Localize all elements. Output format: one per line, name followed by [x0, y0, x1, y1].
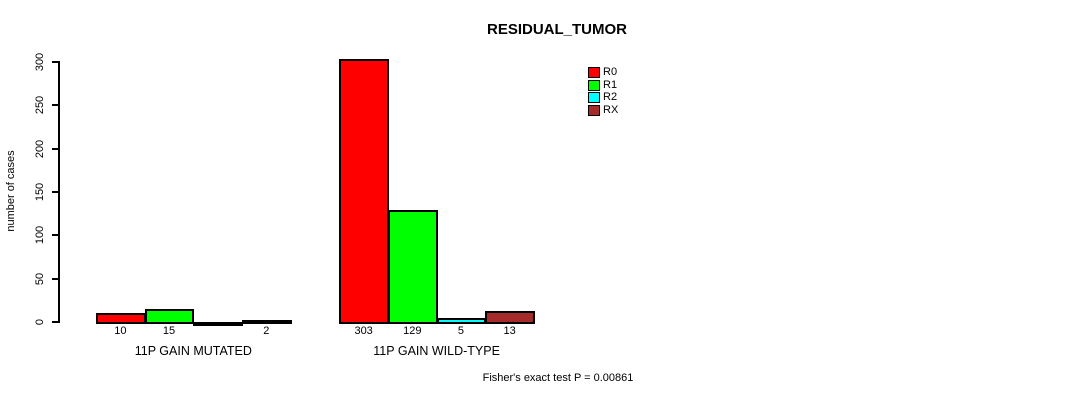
y-tick-label: 200 [34, 139, 46, 158]
bar-value-label: 5 [457, 325, 464, 337]
bar-r2-group2 [436, 318, 487, 324]
bar-rx-group1 [241, 320, 292, 324]
y-tick-mark [52, 61, 59, 63]
legend-swatch-r2 [588, 92, 600, 104]
bar-r1-group2 [387, 210, 438, 324]
y-tick-mark [52, 321, 59, 323]
y-tick-label: 300 [34, 52, 46, 72]
legend-label-r0: R0 [603, 66, 618, 78]
y-tick-mark [52, 104, 59, 107]
bar-r0-group1 [96, 313, 146, 324]
legend-label-r1: R1 [603, 78, 618, 91]
y-tick-mark [52, 277, 59, 280]
bar-r1-group1 [144, 309, 195, 324]
y-tick-label: 250 [34, 96, 46, 115]
legend-label-r2: R2 [603, 91, 618, 104]
legend-swatch-rx [588, 104, 600, 116]
y-tick-label: 100 [34, 226, 46, 245]
bar-value-label: 303 [354, 325, 373, 337]
y-tick-label: 50 [34, 272, 46, 285]
bar-value-label: 10 [114, 325, 127, 337]
y-tick-mark [52, 147, 59, 150]
x-category-label: 11P GAIN WILD-TYPE [373, 344, 500, 358]
y-tick-label: 150 [34, 182, 46, 202]
legend-swatch-r1 [588, 79, 600, 91]
y-tick-label: 0 [34, 318, 46, 326]
footnote-fisher-test: Fisher's exact test P = 0.00861 [482, 372, 634, 384]
bar-r2-group1 [193, 322, 243, 326]
bar-rx-group2 [485, 311, 535, 324]
x-category-label: 11P GAIN MUTATED [134, 344, 252, 358]
y-axis-line [58, 61, 60, 323]
bar-value-label: 2 [263, 325, 270, 337]
bar-r0-group2 [339, 59, 389, 324]
legend-swatch-r0 [588, 67, 600, 78]
bar-value-label: 129 [403, 325, 422, 337]
bar-value-label: 15 [162, 325, 176, 337]
y-tick-mark [52, 234, 59, 237]
bar-value-label: 13 [503, 325, 516, 337]
y-axis-label: number of cases [5, 150, 17, 232]
chart-title: RESIDUAL_TUMOR [486, 21, 628, 38]
legend-label-rx: RX [603, 103, 619, 116]
y-tick-mark [52, 191, 59, 193]
